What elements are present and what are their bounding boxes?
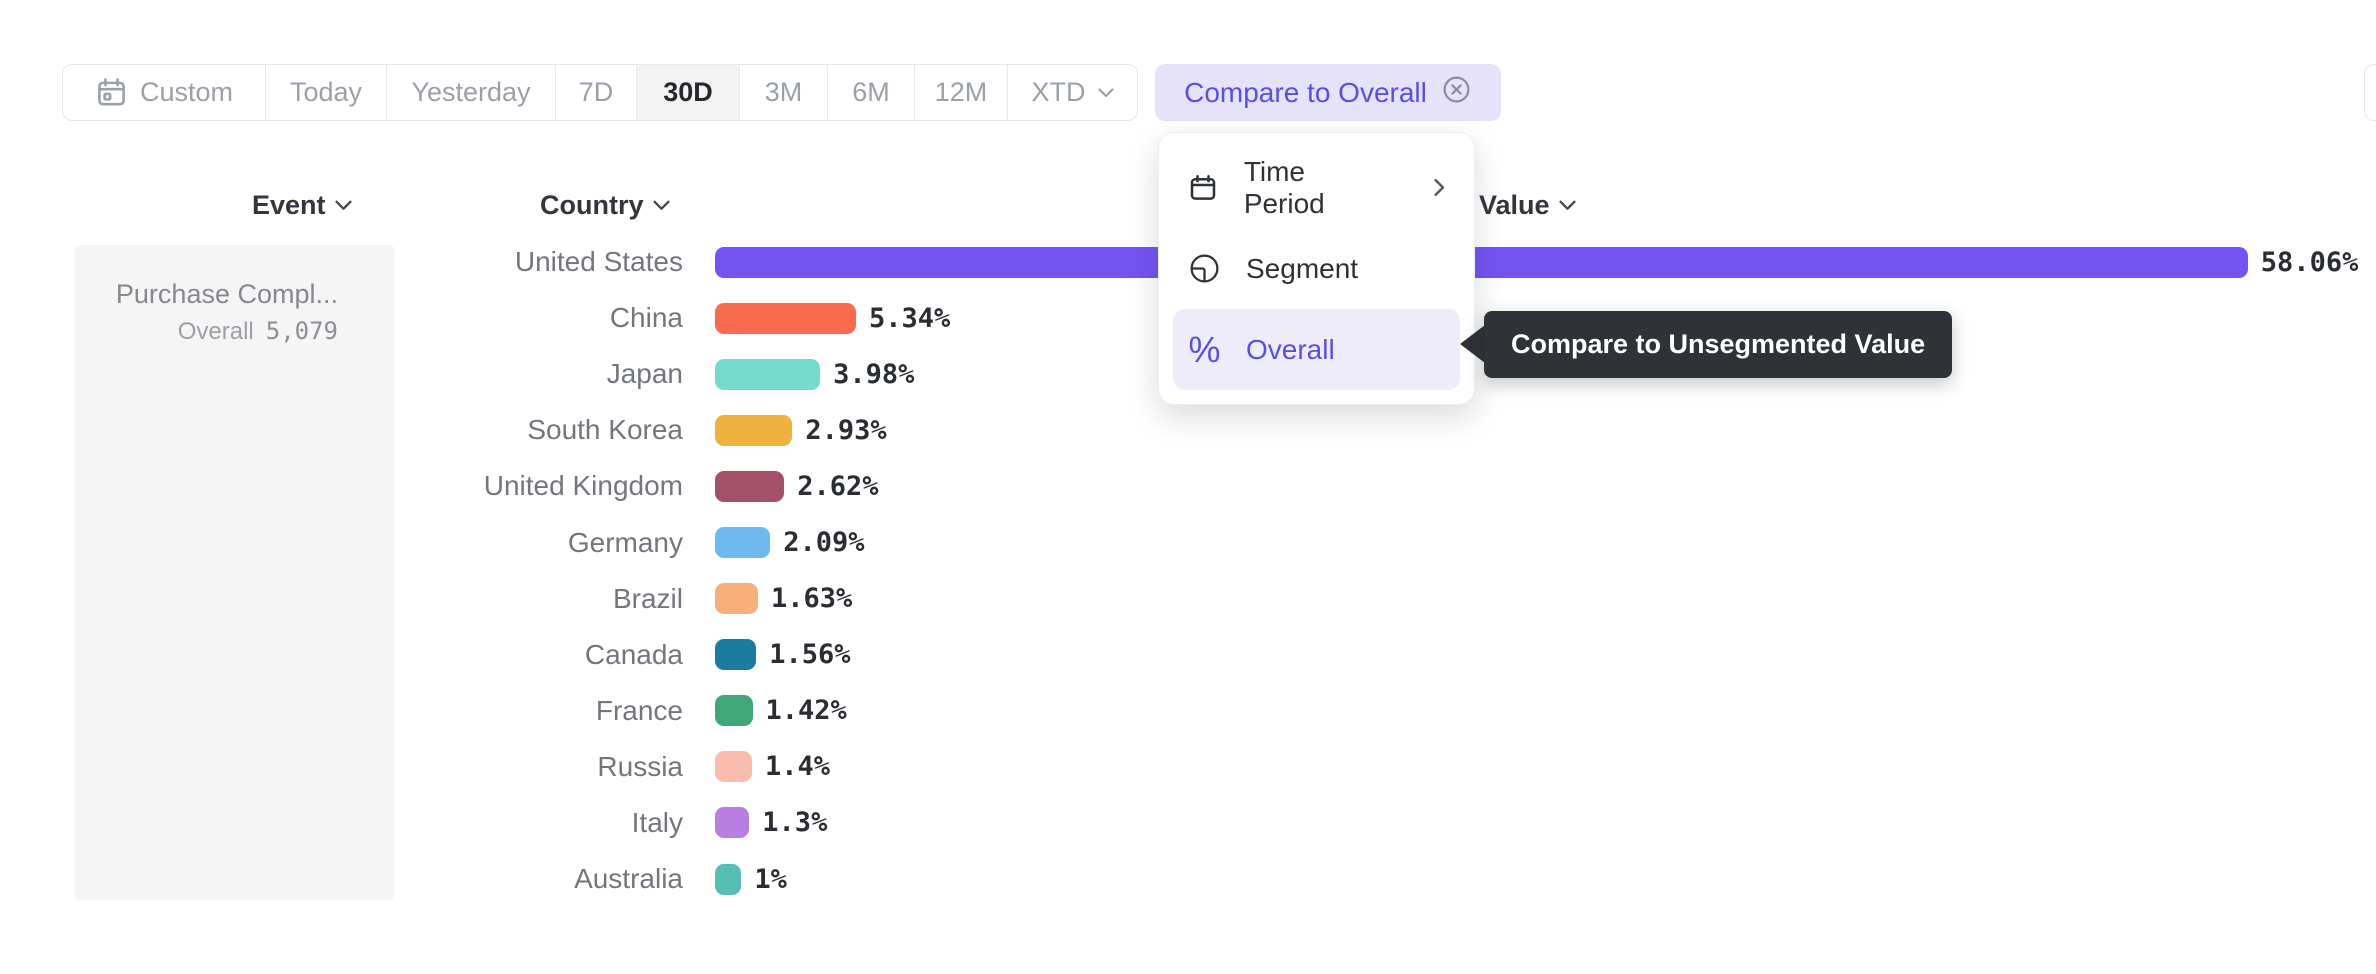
table-row: South Korea 2.93%: [420, 402, 2358, 458]
bar-south-korea[interactable]: [715, 414, 793, 446]
30d-button-selected[interactable]: 30D: [637, 65, 740, 120]
tooltip-arrow: [1460, 325, 1485, 363]
compare-chip-label: Compare to Overall: [1184, 76, 1427, 108]
bar-brazil[interactable]: [715, 583, 758, 615]
bar-value: 2.09%: [783, 527, 865, 559]
country-label: Canada: [584, 638, 683, 670]
calendar-icon: [1188, 173, 1219, 203]
7d-button[interactable]: 7D: [556, 65, 637, 120]
bar-value: 1.56%: [769, 639, 851, 671]
bar-value: 5.34%: [869, 302, 951, 334]
bar-value: 1.42%: [765, 695, 847, 727]
percent-icon: %: [1188, 328, 1221, 370]
chevron-down-icon: [1558, 200, 1576, 210]
yesterday-button[interactable]: Yesterday: [387, 65, 556, 120]
date-range-toolbar: Custom Today Yesterday 7D 30D 3M 6M 12M …: [62, 64, 1138, 121]
remove-compare-icon[interactable]: [1441, 74, 1472, 112]
country-label: Australia: [574, 863, 683, 895]
today-button[interactable]: Today: [266, 65, 387, 120]
country-label: Brazil: [612, 582, 683, 614]
table-row: United Kingdom 2.62%: [420, 458, 2358, 514]
table-row: Japan 3.98%: [420, 346, 2358, 402]
table-row: Italy 1.3%: [420, 795, 2358, 851]
bar-value: 2.93%: [805, 414, 887, 446]
bar-united-kingdom[interactable]: [715, 470, 785, 502]
bar-australia[interactable]: [715, 863, 742, 895]
menu-item-overall[interactable]: % Overall: [1173, 309, 1460, 390]
chevron-down-icon: [1097, 87, 1114, 98]
bar-russia[interactable]: [715, 751, 752, 783]
bar-germany[interactable]: [715, 527, 771, 559]
country-bar-chart: United States 58.06% China 5.34% Japan 3.98…: [420, 234, 2358, 907]
table-row: Australia 1%: [420, 851, 2358, 907]
bar-value: 1.63%: [771, 583, 853, 615]
bar-value: 1.4%: [765, 751, 831, 783]
country-label: Japan: [606, 358, 683, 390]
3m-button[interactable]: 3M: [740, 65, 828, 120]
overall-value: 5,079: [265, 317, 338, 345]
menu-item-segment[interactable]: Segment: [1173, 228, 1460, 309]
overall-label: Overall: [177, 318, 254, 345]
event-overall-row: Overall 5,079: [75, 317, 338, 346]
tooltip: Compare to Unsegmented Value: [1484, 311, 1953, 378]
event-column-header[interactable]: Event: [252, 188, 352, 222]
calendar-icon: [95, 76, 128, 109]
custom-label: Custom: [139, 77, 234, 107]
tooltip-text: Compare to Unsegmented Value: [1511, 329, 1926, 359]
custom-date-button[interactable]: Custom: [63, 65, 266, 120]
bar-china[interactable]: [715, 302, 856, 334]
event-list-item[interactable]: Purchase Compl... Overall 5,079: [75, 245, 395, 900]
table-row: Germany 2.09%: [420, 514, 2358, 570]
bar-canada[interactable]: [715, 639, 757, 671]
bar-value: 3.98%: [833, 358, 915, 390]
12m-button[interactable]: 12M: [915, 65, 1008, 120]
bar-value: 58.06%: [2260, 246, 2359, 278]
bar-value: 1%: [754, 863, 787, 895]
table-row: France 1.42%: [420, 683, 2358, 739]
compare-dropdown-menu: Time Period Segment % Overall: [1158, 132, 1475, 405]
country-label: United Kingdom: [483, 470, 683, 502]
table-row: United States 58.06%: [420, 234, 2358, 290]
segment-icon: [1188, 252, 1221, 285]
value-column-header[interactable]: Value: [1479, 188, 1576, 222]
event-name: Purchase Compl...: [115, 279, 338, 309]
xtd-button[interactable]: XTD: [1008, 65, 1137, 120]
chevron-down-icon: [652, 200, 670, 210]
table-row: Brazil 1.63%: [420, 571, 2358, 627]
clipped-toolbar-button[interactable]: [2364, 64, 2376, 121]
country-label: Italy: [631, 806, 683, 838]
country-label: Russia: [597, 750, 683, 782]
bar-value: 1.3%: [762, 807, 828, 839]
chevron-right-icon: [1434, 178, 1444, 197]
bar-united-states[interactable]: [715, 246, 2248, 278]
table-row: China 5.34%: [420, 290, 2358, 346]
country-column-header[interactable]: Country: [540, 188, 670, 222]
country-label: Germany: [567, 526, 683, 558]
country-label: South Korea: [527, 414, 683, 446]
table-row: Canada 1.56%: [420, 627, 2358, 683]
bar-japan[interactable]: [715, 358, 821, 390]
table-row: Russia 1.4%: [420, 739, 2358, 795]
bar-france[interactable]: [715, 695, 753, 727]
bar-italy[interactable]: [715, 807, 750, 839]
country-label: France: [595, 694, 683, 726]
6m-button[interactable]: 6M: [828, 65, 915, 120]
country-label: China: [609, 302, 683, 334]
country-label: United States: [514, 246, 683, 278]
compare-to-overall-chip[interactable]: Compare to Overall: [1155, 64, 1501, 121]
menu-item-time-period[interactable]: Time Period: [1173, 147, 1460, 228]
chevron-down-icon: [334, 200, 352, 210]
bar-value: 2.62%: [797, 470, 879, 502]
